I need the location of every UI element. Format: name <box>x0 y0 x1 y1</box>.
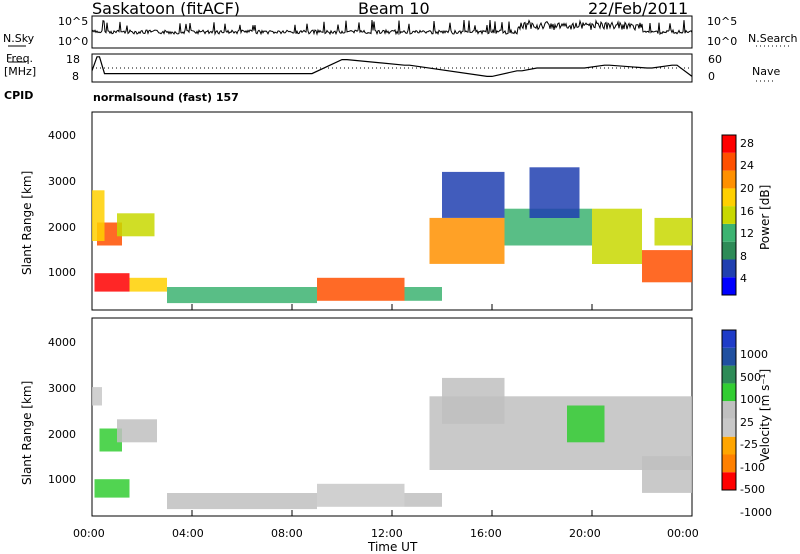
nsky-trace <box>91 18 693 40</box>
power-patch <box>592 208 642 264</box>
velocity-patch <box>642 456 692 493</box>
velocity-ytick: 3000 <box>48 382 76 395</box>
power-cb-tick: 4 <box>740 272 747 285</box>
cpid-value: normalsound (fast) 157 <box>93 91 239 104</box>
power-cb-tick: 16 <box>740 205 754 218</box>
velocity-patch <box>99 428 122 452</box>
xtick: 16:00 <box>470 527 502 540</box>
xaxis-label: Time UT <box>368 540 418 554</box>
power-patch <box>94 273 130 292</box>
power-cb-tick: 20 <box>740 182 754 195</box>
velocity-cb-tick: 100 <box>740 393 761 406</box>
power-patch <box>129 277 167 292</box>
nave-label: Nave <box>752 65 781 78</box>
power-colorbar <box>722 206 736 224</box>
velocity-cb-tick: -500 <box>740 483 765 496</box>
velocity-colorbar <box>722 436 736 455</box>
velocity-cb-tick: 500 <box>740 371 761 384</box>
nsky-tick-top: 10^5 <box>58 15 89 28</box>
power-colorbar <box>722 259 736 278</box>
freq-tick-top: 18 <box>66 53 80 66</box>
power-patch <box>117 213 155 237</box>
power-colorbar <box>722 277 736 295</box>
velocity-patch <box>92 387 102 406</box>
freq-unit-label: [MHz] <box>4 65 37 78</box>
cpid-label: CPID <box>4 89 34 102</box>
xtick: 00:00 <box>667 527 699 540</box>
power-ytick: 2000 <box>48 221 76 234</box>
nave-tick-bottom: 0 <box>708 70 715 83</box>
velocity-colorbar <box>722 472 736 490</box>
nsearch-label: N.Search <box>748 32 798 45</box>
power-colorbar <box>722 170 736 189</box>
velocity-colorbar-frame <box>721 329 737 491</box>
power-patch <box>429 217 505 264</box>
power-ytick: 4000 <box>48 129 76 142</box>
xtick: 04:00 <box>172 527 204 540</box>
velocity-cb-tick: -1000 <box>740 506 772 519</box>
velocity-colorbar <box>722 330 736 348</box>
power-colorbar <box>722 241 736 260</box>
power-patch <box>529 167 580 218</box>
velocity-patch <box>167 493 317 510</box>
freq-tick-bottom: 8 <box>72 70 79 83</box>
velocity-colorbar <box>722 365 736 384</box>
noise-panel-frame <box>91 15 693 49</box>
velocity-cb-tick: 25 <box>740 416 754 429</box>
power-colorbar <box>722 135 736 153</box>
power-patch <box>404 287 442 301</box>
power-colorbar <box>722 188 736 207</box>
power-cb-tick: 8 <box>740 250 747 263</box>
power-ytick: 1000 <box>48 266 76 279</box>
power-colorbar <box>722 223 736 242</box>
velocity-colorbar <box>722 383 736 402</box>
velocity-colorbar <box>722 418 736 437</box>
velocity-ytick: 2000 <box>48 428 76 441</box>
velocity-patch <box>317 483 405 507</box>
power-cb-tick: 24 <box>740 159 754 172</box>
velocity-ytick: 1000 <box>48 473 76 486</box>
velocity-patch <box>442 377 505 424</box>
power-cb-tick: 28 <box>740 137 754 150</box>
nave-tick-top: 60 <box>708 53 722 66</box>
power-patch <box>92 190 105 241</box>
nsearch-tick-top: 10^5 <box>707 15 738 28</box>
velocity-colorbar <box>722 401 736 419</box>
power-cb-tick: 12 <box>740 227 754 240</box>
velocity-ytick: 4000 <box>48 336 76 349</box>
xtick: 12:00 <box>371 527 403 540</box>
power-colorbar <box>722 152 736 171</box>
velocity-patch <box>117 419 157 443</box>
power-patch <box>167 287 317 304</box>
date-label: 22/Feb/2011 <box>588 0 689 18</box>
power-ytick: 3000 <box>48 175 76 188</box>
velocity-colorbar <box>722 454 736 473</box>
velocity-patch <box>404 493 442 507</box>
freq-trace <box>91 56 693 77</box>
velocity-cb-tick: 1000 <box>740 348 768 361</box>
xtick: 08:00 <box>271 527 303 540</box>
power-colorbar-frame <box>721 134 737 296</box>
velocity-patch <box>94 479 130 498</box>
station-title: Saskatoon (fitACF) <box>92 0 241 18</box>
velocity-colorbar <box>722 347 736 366</box>
nsearch-tick-bottom: 10^0 <box>707 35 738 48</box>
velocity-cb-tick: -100 <box>740 461 765 474</box>
power-patch <box>654 217 692 246</box>
xtick: 00:00 <box>73 527 105 540</box>
power-patch <box>642 250 692 283</box>
nsky-tick-bottom: 10^0 <box>58 35 89 48</box>
power-patch <box>317 277 405 301</box>
beam-label: Beam 10 <box>358 0 430 18</box>
velocity-cb-tick: -25 <box>740 438 758 451</box>
xtick: 20:00 <box>569 527 601 540</box>
power-patch <box>442 171 505 218</box>
nsky-label: N.Sky <box>3 32 35 45</box>
velocity-patch <box>567 405 605 443</box>
